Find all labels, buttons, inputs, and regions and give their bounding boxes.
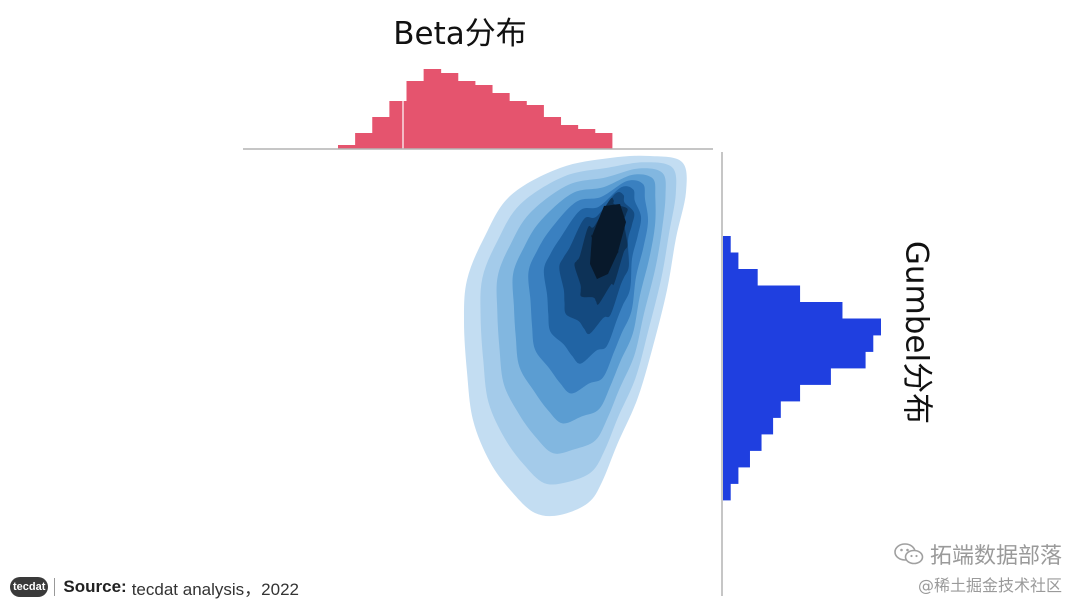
right-histogram-bar (723, 252, 739, 270)
right-histogram-bar (723, 483, 731, 501)
watermark: 拓端数据部落 @稀土掘金技术社区 (894, 538, 1062, 596)
right-histogram-bar (723, 335, 874, 352)
kde-contour-level (589, 202, 627, 281)
right-histogram (723, 236, 881, 501)
top-chart-title: Beta分布 (393, 16, 527, 52)
top-histogram-bar (389, 101, 407, 149)
top-histogram (338, 69, 613, 149)
right-histogram-bar (723, 302, 843, 319)
kde-contours (463, 155, 687, 517)
right-histogram-bar (723, 236, 731, 253)
top-histogram-bar (372, 117, 390, 149)
footer-divider (54, 578, 56, 596)
right-histogram-bar (723, 434, 762, 451)
wechat-icon (894, 543, 924, 565)
top-histogram-bar (509, 101, 527, 149)
source-text: tecdat analysis，2022 (131, 579, 299, 599)
top-histogram-bar (406, 81, 425, 149)
top-histogram-bar (440, 73, 459, 149)
right-histogram-bar (723, 401, 781, 418)
top-histogram-bar (594, 133, 613, 149)
top-histogram-bar (577, 129, 596, 149)
right-histogram-bar (723, 384, 801, 402)
right-chart-title: Gumbel分布 (898, 240, 935, 425)
top-histogram-bar (338, 145, 356, 149)
watermark-line-2: @稀土掘金技术社区 (917, 576, 1062, 595)
top-histogram-bar (492, 93, 510, 149)
watermark-brand: 拓端数据部落 (929, 544, 1062, 569)
watermark-line-1: 拓端数据部落 (894, 538, 1062, 570)
right-histogram-bar (723, 269, 758, 286)
source-label: Source: (63, 577, 127, 596)
top-histogram-bar (457, 81, 476, 149)
right-histogram-bar (723, 450, 750, 468)
top-histogram-bar (560, 125, 579, 149)
right-histogram-bar (723, 318, 881, 336)
right-histogram-bar (723, 417, 774, 435)
right-histogram-bar (723, 467, 739, 484)
right-histogram-bar (723, 368, 831, 385)
top-histogram-bar (475, 85, 493, 149)
top-histogram-bar (355, 133, 373, 149)
top-histogram-bar (526, 105, 544, 149)
top-histogram-bar (423, 69, 442, 149)
top-histogram-bar (543, 117, 562, 149)
right-histogram-bar (723, 285, 801, 303)
right-histogram-bar (723, 351, 866, 369)
source-footer: tecdat Source: tecdat analysis，2022 (10, 574, 299, 600)
tecdat-logo: tecdat (10, 577, 49, 597)
